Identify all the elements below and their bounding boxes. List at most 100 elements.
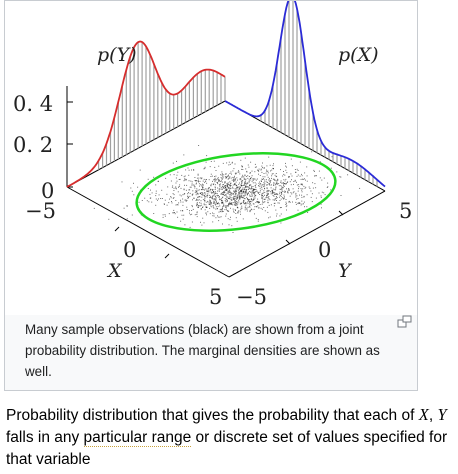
sample-point — [266, 206, 268, 208]
sample-point — [242, 197, 244, 199]
sample-point — [200, 177, 202, 179]
sample-point — [175, 182, 177, 184]
sample-point — [206, 188, 208, 190]
sample-point — [218, 178, 220, 180]
sample-point — [192, 190, 194, 192]
sample-point — [196, 214, 198, 215]
sample-point — [258, 170, 260, 172]
sample-point — [219, 216, 221, 218]
sample-point — [215, 198, 217, 200]
sample-point — [221, 192, 223, 194]
sample-point — [158, 194, 160, 196]
sample-point — [224, 200, 226, 202]
sample-point — [271, 177, 272, 179]
sample-point — [212, 180, 213, 182]
sample-point — [205, 205, 207, 207]
sample-point — [274, 202, 276, 204]
sample-point — [254, 197, 256, 199]
sample-point — [235, 200, 237, 202]
sample-point — [165, 177, 167, 179]
sample-point — [246, 186, 248, 188]
sample-point — [236, 204, 238, 206]
sample-point — [151, 201, 153, 203]
sample-point — [199, 202, 201, 204]
sample-point — [216, 193, 218, 195]
sample-point — [319, 177, 321, 179]
sample-point — [240, 213, 241, 215]
sample-point — [289, 181, 291, 183]
sample-point — [267, 189, 269, 191]
sample-point — [246, 182, 248, 184]
sample-point — [214, 187, 216, 189]
sample-point — [262, 179, 264, 180]
sample-point — [230, 202, 232, 204]
sample-point — [221, 178, 223, 180]
sample-point — [257, 201, 258, 203]
sample-point — [237, 171, 239, 173]
sample-point — [213, 215, 215, 217]
sample-point — [311, 201, 313, 203]
sample-point — [295, 196, 297, 198]
sample-point — [259, 194, 261, 195]
sample-point — [222, 186, 224, 188]
sample-point — [202, 183, 203, 185]
sample-point — [177, 204, 179, 206]
sample-point — [294, 179, 296, 181]
sample-point — [250, 184, 252, 186]
sample-point — [200, 189, 202, 190]
sample-point — [266, 195, 268, 197]
sample-point — [218, 211, 220, 213]
sample-point — [206, 179, 207, 180]
sample-point — [327, 182, 329, 184]
sample-point — [195, 200, 197, 201]
sample-point — [176, 204, 178, 206]
sample-point — [272, 199, 274, 201]
sample-point — [301, 175, 303, 177]
sample-point — [233, 195, 235, 197]
sample-point — [267, 182, 269, 183]
sample-point — [138, 201, 140, 203]
sample-point — [259, 184, 261, 186]
sample-point — [214, 203, 216, 205]
sample-point — [251, 180, 253, 182]
sample-point — [226, 200, 228, 202]
sample-point — [280, 213, 282, 215]
definition-text-end: or discrete set of values specified for … — [6, 429, 448, 468]
sample-point — [218, 203, 220, 205]
sample-point — [273, 182, 275, 184]
sample-point — [146, 200, 148, 202]
sample-point — [295, 171, 297, 173]
sample-point — [208, 204, 210, 205]
sample-point — [220, 187, 222, 189]
sample-point — [171, 201, 172, 202]
sample-point — [213, 160, 215, 162]
sample-point — [258, 201, 260, 203]
sample-point — [167, 186, 169, 188]
sample-point — [178, 186, 179, 188]
sample-point — [272, 165, 274, 167]
sample-point — [215, 196, 216, 198]
sample-point — [189, 186, 191, 188]
enlarge-icon[interactable] — [397, 315, 413, 329]
sample-point — [247, 206, 249, 208]
sample-point — [251, 186, 253, 188]
sample-point — [250, 161, 252, 163]
sample-point — [261, 208, 263, 210]
sample-point — [215, 191, 216, 193]
spellcheck-underlined-term[interactable]: particular range — [83, 429, 192, 447]
sample-point — [235, 188, 237, 190]
sample-point — [276, 215, 277, 217]
sample-point — [283, 196, 285, 198]
sample-point — [280, 222, 282, 224]
sample-point — [210, 189, 211, 191]
sample-point — [212, 195, 214, 197]
sample-point — [126, 205, 128, 207]
sample-point — [288, 177, 290, 178]
sample-point — [155, 184, 157, 186]
sample-point — [268, 190, 270, 192]
sample-point — [250, 176, 252, 178]
sample-point — [241, 196, 243, 198]
sample-point — [173, 174, 175, 176]
sample-point — [249, 202, 251, 204]
sample-point — [196, 202, 198, 204]
